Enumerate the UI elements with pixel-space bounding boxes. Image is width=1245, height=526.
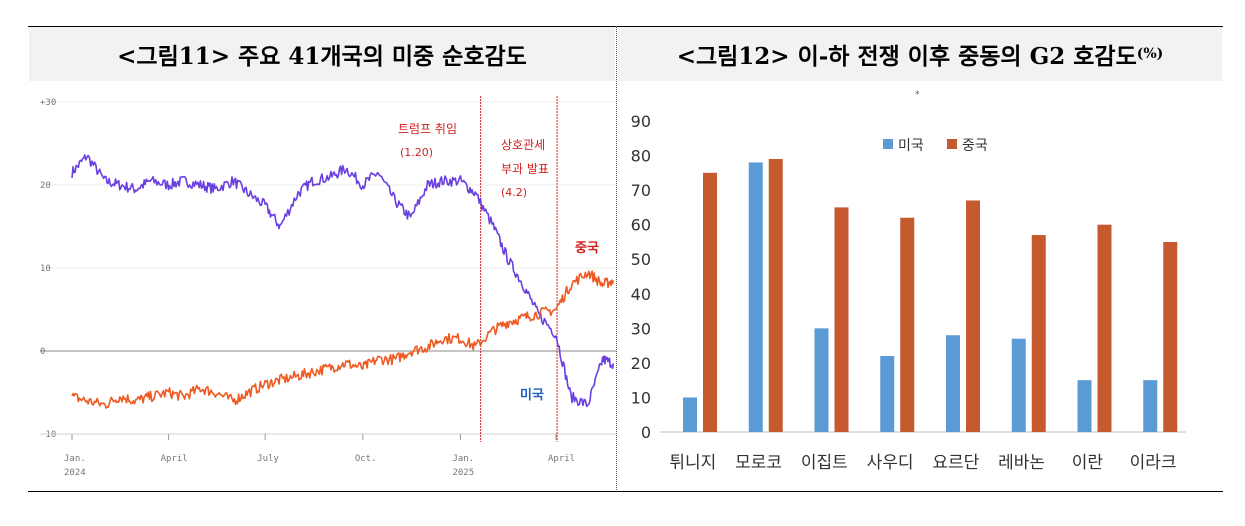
bar-usa bbox=[1077, 380, 1092, 432]
y-tick-label: 20 bbox=[631, 354, 651, 373]
figure-frame bbox=[28, 26, 1223, 492]
panel-divider bbox=[616, 26, 617, 490]
figure12-title: <그림12> 이-하 전쟁 이후 중동의 G2 호감도 (%) bbox=[618, 27, 1222, 81]
bar-usa bbox=[814, 328, 829, 432]
category-label: 요르단 bbox=[932, 453, 979, 473]
annotation-tariff-label-2: 부과 발표 bbox=[501, 162, 549, 176]
bar-usa bbox=[683, 397, 697, 432]
y-tick-label: 90 bbox=[631, 112, 651, 131]
y-tick-label: 0 bbox=[40, 347, 45, 357]
y-tick-label: 10 bbox=[40, 264, 51, 274]
bar-china bbox=[900, 217, 915, 432]
y-tick-label: 50 bbox=[631, 250, 651, 269]
category-label: 모로코 bbox=[735, 453, 782, 473]
category-label: 레바논 bbox=[998, 453, 1045, 473]
bar-china bbox=[703, 172, 717, 433]
y-tick-label: 10 bbox=[631, 388, 651, 407]
y-tick-label: 70 bbox=[631, 181, 651, 200]
annotation-trump-date: (1.20) bbox=[400, 146, 433, 159]
figure11-line-chart: +30 20 10 0 −10 Jan. 2024 April July Oct. Jan. 2025… bbox=[40, 96, 616, 478]
x-tick-label: April bbox=[161, 454, 188, 464]
bar-usa bbox=[1143, 380, 1158, 432]
bar-usa bbox=[880, 355, 895, 432]
y-tick-label: 30 bbox=[631, 319, 651, 338]
figure11-title-text: <그림11> 주요 41개국의 미중 순호감도 bbox=[117, 43, 527, 70]
y-tick-label: 20 bbox=[40, 181, 51, 191]
y-tick-label: 0 bbox=[641, 423, 651, 442]
annotation-tariff-date: (4.2) bbox=[501, 186, 527, 199]
bar-usa bbox=[946, 335, 960, 432]
bar-china bbox=[1097, 224, 1112, 432]
y-tick-label: 40 bbox=[631, 285, 651, 304]
category-label: 이집트 bbox=[801, 453, 848, 473]
stray-mark: * bbox=[915, 90, 920, 100]
legend-swatch-china bbox=[947, 139, 957, 149]
legend-swatch-usa bbox=[883, 139, 893, 149]
x-tick-year-label: 2025 bbox=[452, 468, 474, 478]
series-line-china bbox=[71, 270, 615, 409]
y-tick-label: 80 bbox=[631, 147, 651, 166]
bar-china bbox=[768, 159, 783, 432]
figure12-title-unit: (%) bbox=[1136, 46, 1164, 62]
series-label-usa: 미국 bbox=[520, 387, 544, 403]
x-tick-label: April bbox=[548, 454, 575, 464]
figure12-bar-chart: * 0 10 20 30 40 50 60 70 80 90 튀니지 모로코 이집트 사우디 요르단 레바논 이란… bbox=[631, 90, 1186, 473]
y-tick-label: 60 bbox=[631, 216, 651, 235]
figure11-title: <그림11> 주요 41개국의 미중 순호감도 bbox=[29, 27, 615, 81]
x-tick-year-label: 2024 bbox=[64, 468, 86, 478]
x-tick-label: July bbox=[257, 454, 279, 464]
category-label: 사우디 bbox=[867, 453, 914, 473]
x-tick-label: Oct. bbox=[355, 454, 377, 464]
series-line-usa bbox=[71, 154, 615, 408]
series-label-china: 중국 bbox=[575, 241, 599, 256]
category-label: 이란 bbox=[1072, 453, 1104, 473]
x-tick-label: Jan. bbox=[64, 454, 86, 464]
x-tick-label: Jan. bbox=[452, 454, 474, 464]
bar-usa bbox=[748, 162, 763, 432]
annotation-tariff-label: 상호관세 bbox=[501, 138, 545, 152]
category-label: 이라크 bbox=[1130, 453, 1177, 473]
annotation-trump-label: 트럼프 취임 bbox=[398, 122, 457, 136]
y-tick-label: −10 bbox=[40, 430, 56, 440]
legend-label-usa: 미국 bbox=[898, 138, 924, 154]
bar-china bbox=[966, 200, 980, 432]
bar-china bbox=[1163, 241, 1178, 432]
bar-china bbox=[834, 207, 849, 432]
y-tick-label: +30 bbox=[40, 98, 56, 108]
bar-china bbox=[1031, 235, 1046, 432]
category-label: 튀니지 bbox=[669, 453, 716, 473]
legend-label-china: 중국 bbox=[962, 138, 988, 154]
figure12-title-text: <그림12> 이-하 전쟁 이후 중동의 G2 호감도 bbox=[676, 43, 1137, 70]
bar-usa bbox=[1011, 338, 1026, 432]
